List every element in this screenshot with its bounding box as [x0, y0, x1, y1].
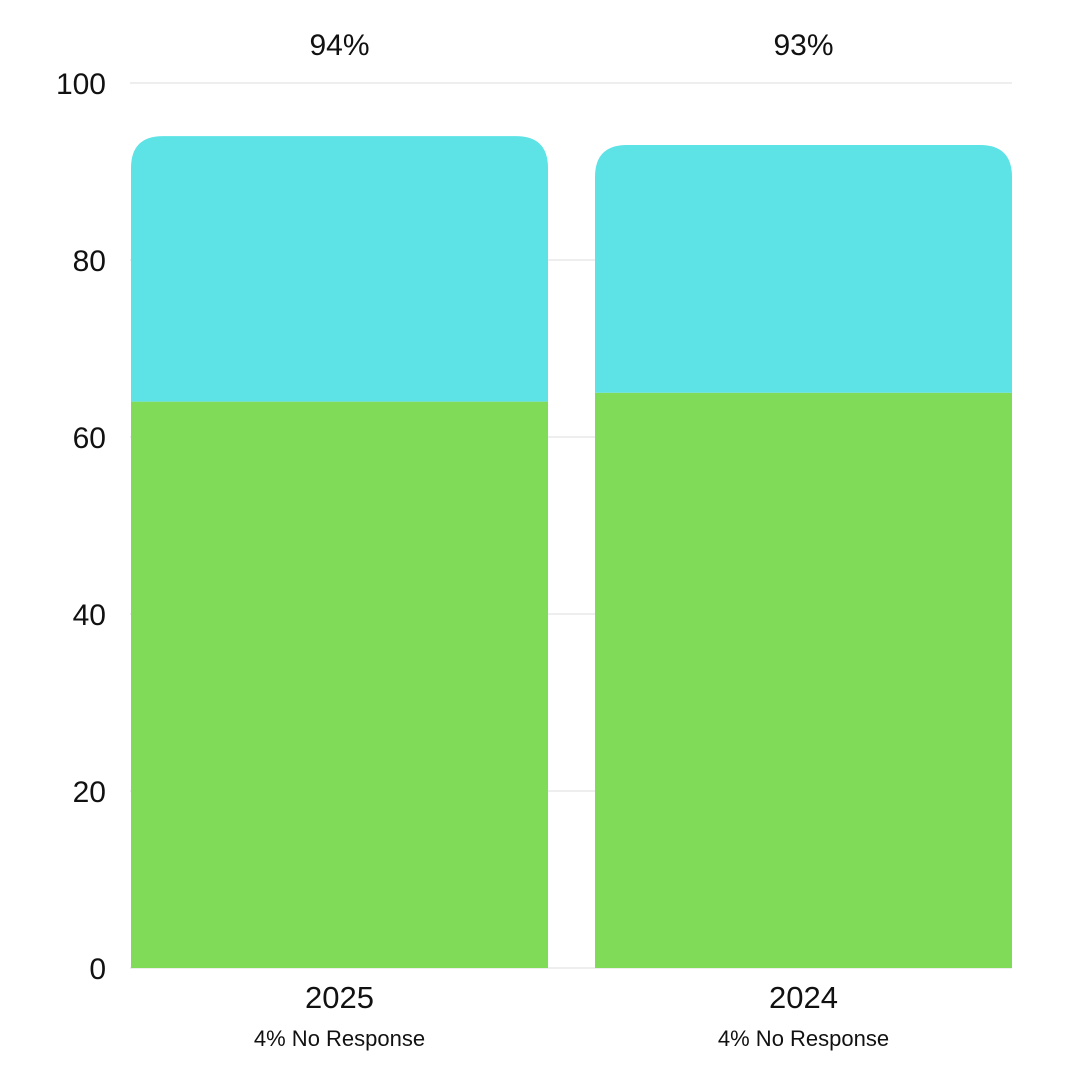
y-tick-label: 20	[73, 776, 106, 809]
y-tick-label: 100	[56, 68, 106, 101]
y-tick-label: 0	[89, 953, 106, 986]
total-label-2025: 94%	[309, 29, 369, 62]
no-response-note-2025: 4% No Response	[254, 1026, 425, 1051]
bars	[131, 136, 1012, 969]
bar-segment-2024-0	[595, 392, 1012, 968]
y-tick-label: 40	[73, 599, 106, 632]
labels: 0 20 40 60 80 100 94% 2025 4% No Response 93% 2024…	[56, 29, 889, 1051]
y-tick-label: 80	[73, 245, 106, 278]
bar-segment-2025-1	[131, 136, 548, 402]
bar-segment-2025-0	[131, 401, 548, 969]
bar-segment-2024-1	[595, 144, 1012, 393]
no-response-note-2024: 4% No Response	[718, 1026, 889, 1051]
x-category-label-2025: 2025	[305, 980, 374, 1015]
y-tick-label: 60	[73, 422, 106, 455]
x-category-label-2024: 2024	[769, 980, 838, 1015]
total-label-2024: 93%	[773, 29, 833, 62]
